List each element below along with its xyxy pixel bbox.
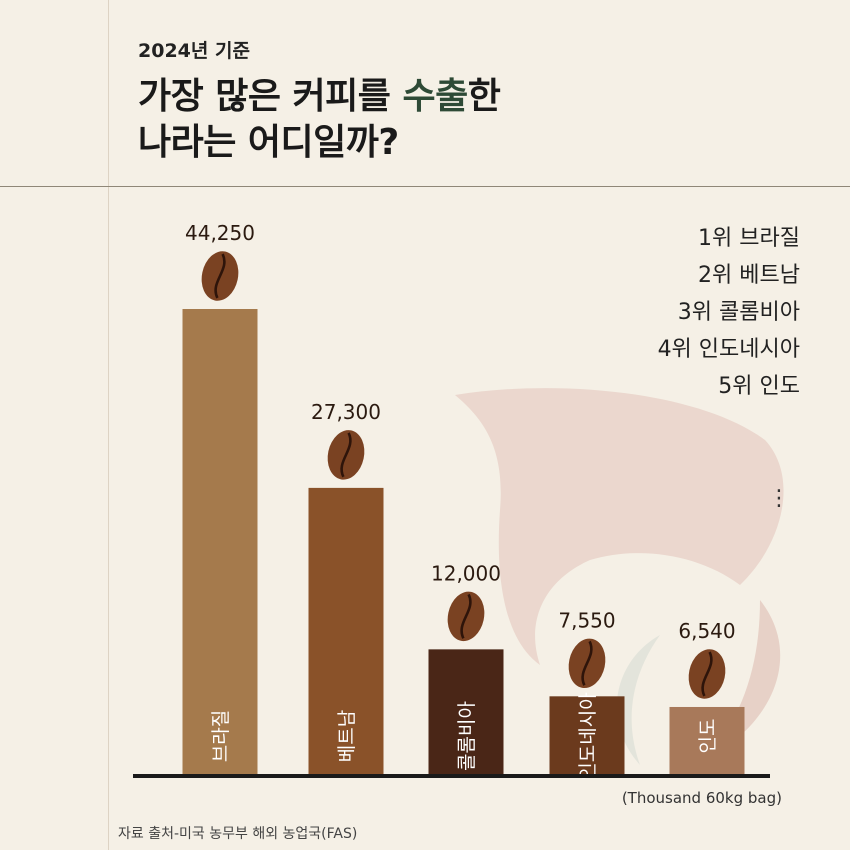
bar	[669, 706, 745, 776]
header-divider	[0, 186, 850, 187]
title-line-2: 나라는 어디일까?	[138, 122, 399, 163]
ranking-item: 1위 브라질	[698, 226, 800, 251]
bar-value-label: 6,540	[678, 619, 735, 643]
title-line-1: 가장 많은 커피를 수출한	[138, 74, 501, 120]
bar-category-label: 콜롬비아	[456, 701, 478, 771]
title-text-post: 한	[467, 76, 501, 117]
vertical-guide-line	[108, 0, 109, 850]
coffee-bean-crease	[460, 593, 472, 639]
bar	[308, 487, 384, 776]
unit-label: (Thousand 60kg bag)	[621, 789, 782, 807]
bar	[428, 649, 504, 776]
bar-value-label: 7,550	[558, 608, 615, 632]
bar-category-label: 브라질	[210, 710, 232, 762]
coffee-bean-crease	[340, 432, 352, 478]
year-label: 2024년 기준	[138, 40, 250, 62]
title-text-pre: 가장 많은 커피를	[138, 76, 403, 117]
bar-value-label: 44,250	[185, 221, 255, 245]
bar	[182, 309, 258, 776]
coffee-bean-crease	[214, 253, 226, 299]
bar-value-label: 12,000	[431, 561, 501, 585]
title-highlight: 수출	[402, 76, 468, 117]
bar-category-label: 인도네시아	[577, 692, 599, 779]
page-title: 가장 많은 커피를 수출한 나라는 어디일까?	[138, 74, 501, 166]
bar-category-label: 인도	[697, 719, 719, 754]
ranking-item: 2위 베트남	[698, 263, 800, 288]
ranking-item: 3위 콜롬비아	[677, 300, 800, 325]
bar-value-label: 27,300	[311, 400, 381, 424]
coffee-bean-crease	[581, 640, 593, 686]
bar	[549, 696, 625, 776]
more-ellipsis: ⋮	[768, 486, 790, 511]
ranking-item: 5위 인도	[718, 374, 800, 399]
source-credit: 자료 출처-미국 농무부 해외 농업국(FAS)	[118, 826, 358, 842]
ranking-list: 1위 브라질 2위 베트남 3위 콜롬비아 4위 인도네시아 5위 인도	[658, 220, 800, 405]
coffee-bean-crease	[701, 651, 713, 697]
ranking-item: 4위 인도네시아	[657, 337, 800, 362]
bar-category-label: 베트남	[336, 710, 358, 762]
